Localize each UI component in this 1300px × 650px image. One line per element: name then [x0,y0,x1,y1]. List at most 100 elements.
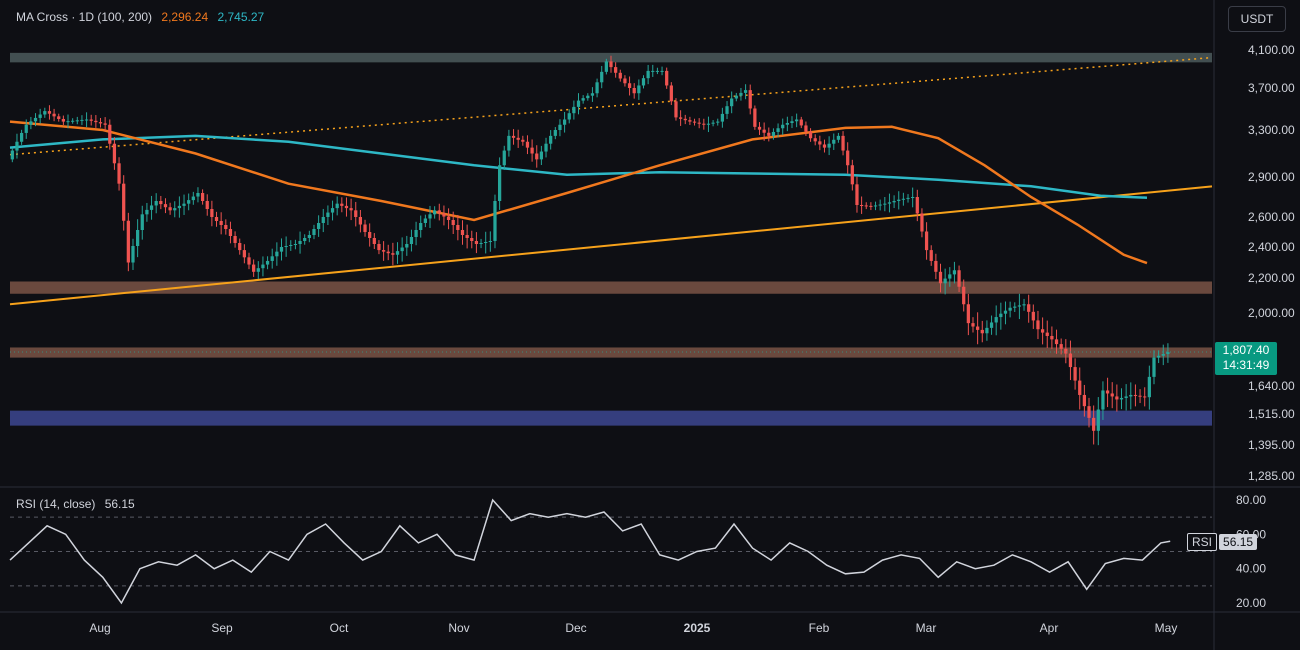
candle-body [71,120,75,122]
currency-button[interactable]: USDT [1228,6,1286,32]
candle-body [544,143,548,152]
candle-body [270,256,274,261]
indicator-title: MA Cross · 1D (100, 200) [16,10,153,24]
candle-body [832,139,836,144]
candle-body [1040,329,1045,333]
candle-body [994,317,998,323]
candle-body [470,238,474,241]
price-axis-label: 2,600.00 [1248,210,1295,224]
candle-body [437,210,441,214]
candle-body [883,203,887,205]
candle-body [75,120,79,122]
candle-body [706,123,711,125]
candle-body [38,114,42,118]
candle-body [451,220,455,225]
candle-body [651,70,655,72]
time-axis-label: Feb [809,621,830,635]
candle-body [989,322,994,328]
candle-body [897,199,901,201]
price-axis-label: 2,900.00 [1248,170,1295,184]
candle-body [795,119,799,122]
candle-body [781,124,785,129]
candle-body [1082,394,1086,407]
candle-body [145,209,149,215]
candle-body [187,200,191,204]
candle-body [962,286,966,305]
price-axis-label: 1,285.00 [1248,469,1295,483]
candle-body [846,150,850,166]
candle-body [131,246,135,263]
price-axis-label: 1,640.00 [1248,379,1295,393]
candle-body [312,229,316,235]
candle-body [349,208,353,211]
candle-body [1143,396,1147,398]
candle-body [1022,304,1026,306]
current-price: 1,807.40 [1222,343,1270,357]
candle-body [892,201,896,203]
candle-body [52,113,56,117]
candle-body [377,244,381,251]
candle-body [669,85,673,102]
rsi-line [9,498,1171,605]
candle-body [725,106,729,114]
ma200-value: 2,745.27 [217,10,265,24]
candle-body [683,118,687,121]
candle-body [479,243,483,244]
price-axis-label: 4,100.00 [1248,43,1295,57]
candle-body [400,247,404,252]
candle-body [878,204,882,206]
candle-body [173,208,177,211]
candle-body [901,198,906,200]
candle-body [80,119,84,121]
rsi-axis-label: 20.00 [1236,596,1266,610]
candle-body [980,329,984,334]
candle-body [275,251,279,257]
candle-body [238,243,242,251]
candle-body [808,131,813,139]
candle-body [957,270,961,287]
candle-body [911,197,915,198]
candle-body [1124,396,1128,398]
candle-body [971,323,975,327]
price-axis-label: 2,000.00 [1248,306,1295,320]
candle-body [1078,380,1082,395]
time-axis-label: May [1155,621,1178,635]
candle-body [446,216,451,220]
candle-body [1008,307,1012,311]
candle-body [316,223,321,229]
candle-body [716,121,720,123]
candle-body [1036,320,1040,330]
candle-body [697,122,701,124]
candle-body [804,125,808,132]
candle-body [247,257,251,265]
candle-body [790,121,794,123]
candle-body [1059,344,1063,349]
candle-body [395,251,400,255]
candle-body [154,201,158,206]
ma100-value: 2,296.24 [161,10,209,24]
candle-body [428,214,432,219]
candle-body [423,218,427,223]
candle-body [753,108,757,127]
candle-body [1045,332,1049,336]
time-axis-label: Mar [916,621,937,635]
candle-body [484,242,488,243]
candle-body [976,326,980,330]
candle-body [516,137,520,140]
candle-body [284,246,288,247]
zone-support-1500 [10,410,1212,426]
price-axis-label: 1,395.00 [1248,438,1295,452]
candle-body [702,123,706,125]
candle-body [757,126,762,130]
candle-body [191,196,195,201]
candle-body [762,129,766,133]
candle-body [934,260,938,272]
candle-body [1027,304,1031,312]
candle-body [586,95,590,99]
candle-body [177,205,182,209]
candle-body [205,201,209,209]
candle-body [98,122,103,124]
candle-body [1092,417,1096,431]
